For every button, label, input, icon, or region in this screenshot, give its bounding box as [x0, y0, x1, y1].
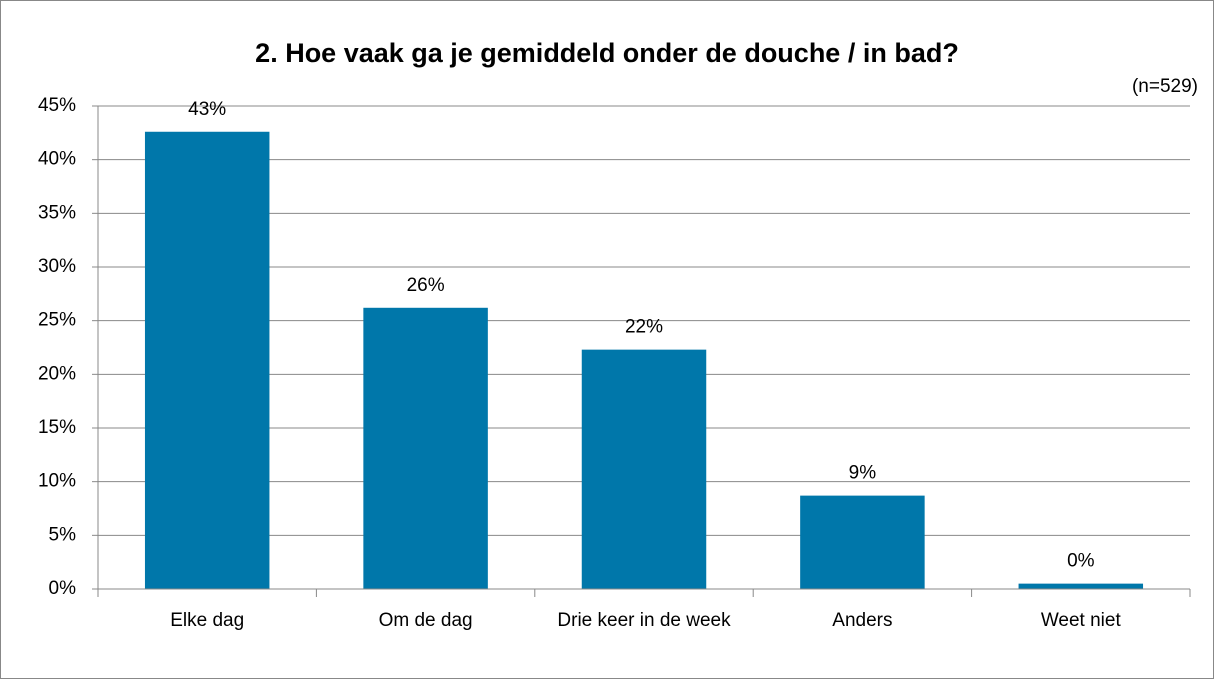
x-tick-label: Weet niet	[1040, 610, 1121, 631]
bar	[1018, 583, 1144, 589]
x-tick-label: Elke dag	[170, 610, 245, 631]
chart-title: 2. Hoe vaak ga je gemiddeld onder de dou…	[255, 38, 959, 68]
x-tick-label-box: Om de dag	[378, 610, 473, 631]
bar	[363, 307, 488, 589]
data-label: 9%	[849, 463, 877, 484]
y-tick-label: 30%	[38, 256, 76, 277]
y-tick-label: 0%	[49, 578, 77, 599]
y-tick-label: 45%	[38, 95, 76, 116]
x-tick-label-box: Weet niet	[1040, 610, 1121, 631]
x-tick-label-box: Anders	[832, 610, 893, 631]
x-tick-label-box: Drie keer in de week	[557, 610, 731, 631]
y-tick-label: 40%	[38, 149, 76, 170]
bar	[800, 495, 925, 589]
bar	[144, 131, 270, 589]
bar	[581, 349, 707, 589]
y-tick-label: 35%	[38, 202, 76, 223]
y-tick-label: 20%	[38, 363, 76, 384]
data-label: 22%	[625, 317, 663, 338]
y-tick-label: 15%	[38, 417, 76, 438]
x-tick-label-box: Elke dag	[170, 610, 245, 631]
x-tick-label: Om de dag	[378, 610, 473, 631]
y-tick-label: 10%	[38, 471, 76, 492]
x-tick-label: Drie keer in de week	[557, 610, 731, 631]
data-label: 43%	[188, 99, 226, 120]
data-label: 0%	[1067, 551, 1095, 572]
y-tick-label: 5%	[49, 524, 77, 545]
y-tick-label: 25%	[38, 310, 76, 331]
x-tick-label: Anders	[832, 610, 893, 631]
data-label: 26%	[407, 275, 445, 296]
chart-subtitle: (n=529)	[1132, 76, 1198, 97]
